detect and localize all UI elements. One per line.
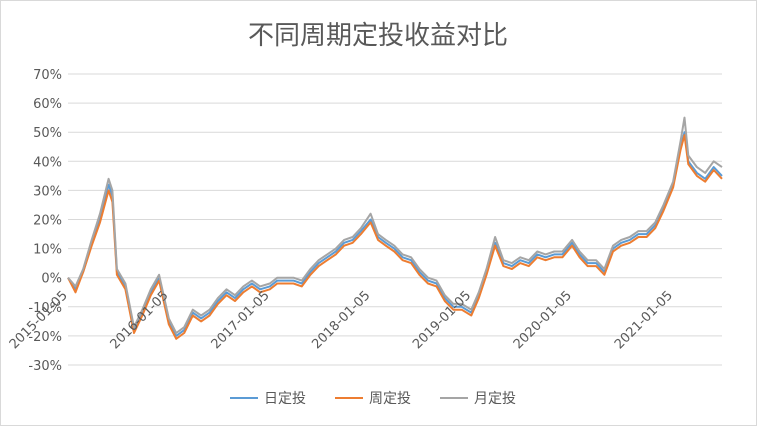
series-line-周定投 [67, 134, 723, 340]
y-tick-label: 60% [33, 97, 62, 112]
series-line-月定投 [67, 116, 723, 334]
y-tick-label: 70% [33, 68, 62, 83]
y-tick-label: -20% [28, 330, 62, 345]
y-tick-label: 10% [33, 243, 62, 258]
series-lines [67, 116, 723, 340]
y-tick-label: 50% [33, 126, 62, 141]
y-tick-label: 30% [33, 184, 62, 199]
y-tick-label: -10% [28, 301, 62, 316]
series-line-日定投 [67, 131, 723, 337]
legend-label: 周定投 [369, 391, 411, 407]
y-tick-label: 0% [41, 272, 62, 287]
legend-label: 日定投 [264, 391, 306, 407]
y-axis-ticks: 70% 60% 50% 40% 30% 20% 10% 0% -10% -20% -30% [28, 68, 62, 374]
x-tick-label: 2016-01-05 [108, 288, 172, 352]
x-axis-ticks: 2015-01-05 2016-01-05 2017-01-05 2018-01-05… [7, 288, 676, 352]
x-tick-label: 2020-01-05 [511, 288, 575, 352]
y-tick-label: 40% [33, 155, 62, 170]
x-tick-label: 2018-01-05 [309, 288, 373, 352]
x-tick-label: 2021-01-05 [612, 288, 676, 352]
legend-label: 月定投 [474, 391, 516, 407]
legend: 日定投 周定投 月定投 [230, 391, 516, 407]
gridlines [68, 73, 722, 366]
y-tick-label: 20% [33, 214, 62, 229]
y-tick-label: -30% [28, 359, 62, 374]
chart-title: 不同周期定投收益对比 [248, 21, 508, 51]
